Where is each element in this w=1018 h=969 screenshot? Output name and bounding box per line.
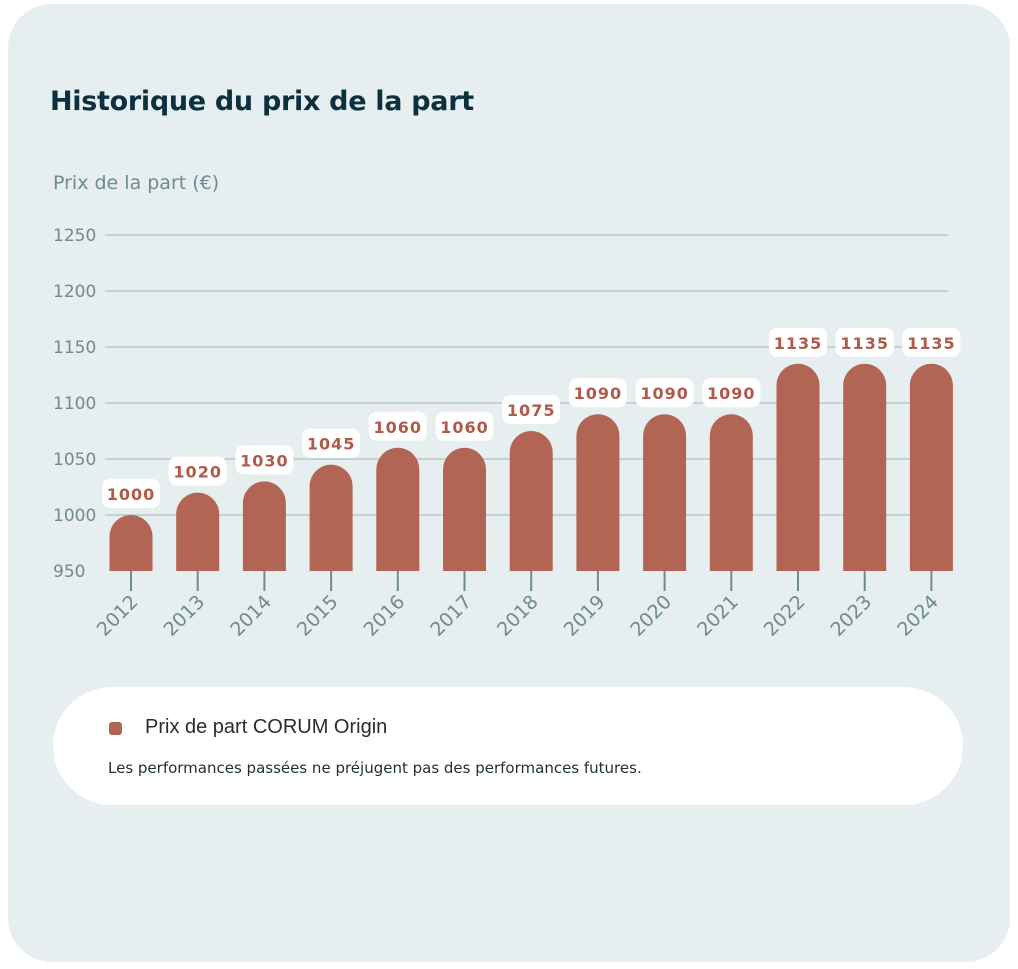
x-tick-label: 2024 [893,591,943,641]
x-tick-label: 2016 [360,591,410,641]
data-label: 1045 [307,435,356,454]
data-label-bg [435,411,494,441]
data-label: 1135 [907,334,956,353]
data-label-bg [902,327,961,357]
data-label: 1075 [507,401,556,420]
data-label: 1135 [840,334,889,353]
x-tick-label: 2015 [293,591,343,641]
data-labels: 1000 1020 1030 1045 1060 1060 1075 1090 1090 1090… [102,327,961,508]
x-tick-label: 2019 [560,591,610,641]
data-label-bg [168,456,227,486]
y-tick-label: 1150 [53,338,96,358]
y-tick-label: 1250 [53,226,96,246]
data-label-bg [368,411,427,441]
data-label-bg [302,428,361,458]
bar [376,447,420,571]
y-tick-label: 1050 [53,450,96,470]
bar [176,492,220,571]
x-tick-label: 2013 [159,591,209,641]
data-label: 1060 [440,418,489,437]
data-label-bg [635,378,694,408]
x-tick-label: 2018 [493,591,543,641]
bar [242,481,286,571]
data-label-bg [769,327,827,357]
bar [709,414,753,571]
bar [909,363,953,571]
y-tick-label: 950 [53,562,85,582]
data-label: 1090 [707,384,756,403]
x-tick-label: 2017 [426,591,476,641]
data-label-bg [502,395,561,424]
y-tick-label: 1200 [53,282,96,302]
bar [776,363,820,571]
data-label: 1030 [240,451,289,470]
data-label-bg [568,378,627,408]
bars [109,363,953,571]
legend-box [53,687,963,805]
bar [576,414,620,571]
data-label: 1020 [173,463,222,482]
data-label: 1000 [107,485,156,504]
x-tick-label: 2023 [826,591,876,641]
x-tick-label: 2012 [93,591,143,641]
bar [443,447,486,571]
x-tick-label: 2022 [760,591,810,641]
data-label: 1060 [374,418,423,437]
data-label: 1135 [774,334,823,353]
data-label: 1090 [640,384,689,403]
data-label-bg [702,378,761,408]
bar [843,363,887,571]
data-label: 1090 [574,384,623,403]
y-tick-label: 1100 [53,394,96,414]
disclaimer-text: Les performances passées ne préjugent pa… [108,759,642,777]
x-tick-label: 2021 [693,591,743,641]
y-axis-label: Prix de la part (€) [53,172,219,194]
data-label-bg [835,327,894,357]
x-tick-label: 2020 [626,591,676,641]
data-label-bg [102,479,160,508]
bar [509,430,553,571]
bar [309,464,353,571]
bar [643,414,687,571]
x-axis-ticks: 2012 2013 2014 2015 2016 2017 2018 2019 2020 2021… [93,571,943,641]
y-tick-label: 1000 [53,506,96,526]
x-tick-label: 2014 [226,591,276,641]
chart-title: Historique du prix de la part [50,86,474,117]
legend-label: Prix de part CORUM Origin [145,716,388,738]
y-axis-ticks: 950 1000 1050 1100 1150 1200 1250 [53,226,96,582]
bar-chart: Prix de la part (€) 950 1000 1050 1100 1150 1… [53,172,961,641]
data-label-bg [235,445,294,475]
legend-swatch [109,722,122,735]
bar [109,515,153,571]
